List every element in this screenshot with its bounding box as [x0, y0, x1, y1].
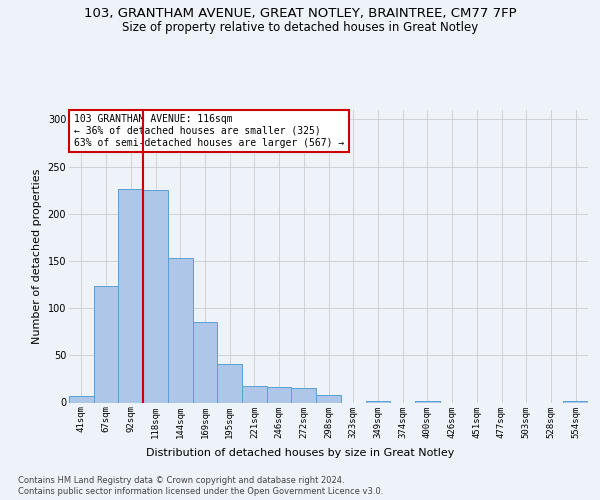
Bar — [242, 386, 267, 402]
Bar — [69, 396, 94, 402]
Bar — [193, 322, 217, 402]
Text: Contains public sector information licensed under the Open Government Licence v3: Contains public sector information licen… — [18, 487, 383, 496]
Text: Contains HM Land Registry data © Crown copyright and database right 2024.: Contains HM Land Registry data © Crown c… — [18, 476, 344, 485]
Bar — [563, 400, 588, 402]
Text: Size of property relative to detached houses in Great Notley: Size of property relative to detached ho… — [122, 21, 478, 34]
Bar — [365, 400, 390, 402]
Bar — [316, 395, 341, 402]
Text: Distribution of detached houses by size in Great Notley: Distribution of detached houses by size … — [146, 448, 454, 458]
Bar — [168, 258, 193, 402]
Text: 103 GRANTHAM AVENUE: 116sqm
← 36% of detached houses are smaller (325)
63% of se: 103 GRANTHAM AVENUE: 116sqm ← 36% of det… — [74, 114, 344, 148]
Bar — [118, 190, 143, 402]
Bar — [415, 400, 440, 402]
Bar — [217, 364, 242, 403]
Bar — [292, 388, 316, 402]
Bar — [143, 190, 168, 402]
Text: 103, GRANTHAM AVENUE, GREAT NOTLEY, BRAINTREE, CM77 7FP: 103, GRANTHAM AVENUE, GREAT NOTLEY, BRAI… — [83, 8, 517, 20]
Bar — [267, 388, 292, 402]
Y-axis label: Number of detached properties: Number of detached properties — [32, 168, 42, 344]
Bar — [94, 286, 118, 403]
